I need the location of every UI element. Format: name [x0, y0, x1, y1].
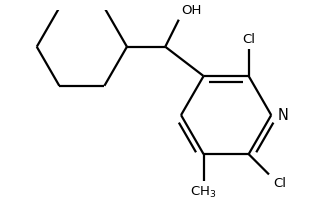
Text: N: N	[278, 108, 289, 123]
Text: CH$_3$: CH$_3$	[190, 185, 217, 200]
Text: OH: OH	[181, 5, 201, 17]
Text: Cl: Cl	[242, 33, 255, 46]
Text: Cl: Cl	[274, 177, 287, 190]
